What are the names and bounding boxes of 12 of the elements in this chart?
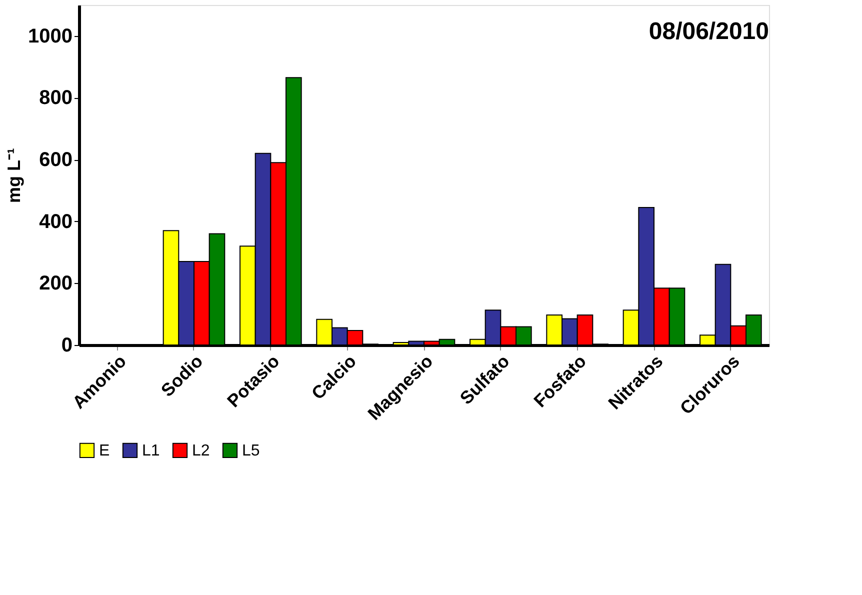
annotation: 08/06/2010	[648, 18, 769, 45]
y-axis-title: mg L⁻¹	[4, 148, 24, 203]
legend-label: L2	[192, 442, 210, 460]
y-tick-label: 400	[39, 210, 72, 233]
legend-label: E	[99, 442, 110, 460]
y-tick-label: 800	[39, 87, 72, 110]
y-tick-label: 600	[39, 149, 72, 172]
y-tick-label: 200	[39, 272, 72, 295]
legend-label: L5	[242, 442, 260, 460]
y-tick-label: 0	[61, 334, 72, 356]
legend-label: L1	[142, 442, 160, 460]
y-tick-label: 1000	[28, 25, 72, 48]
